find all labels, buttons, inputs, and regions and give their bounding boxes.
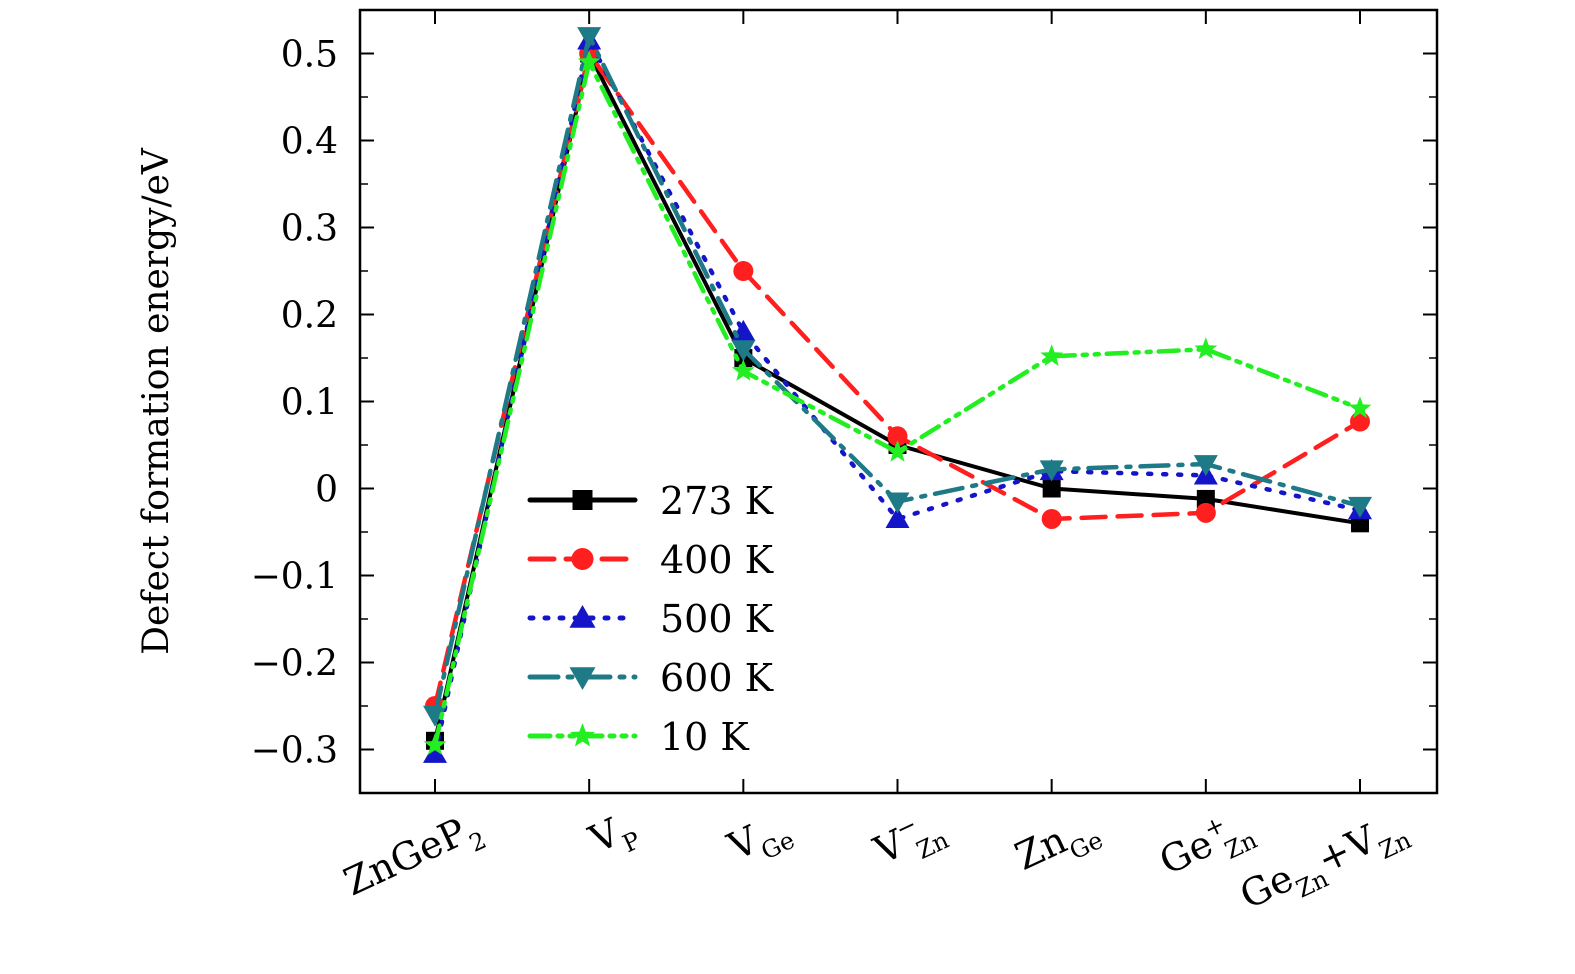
x-category-label-part: Ge	[757, 826, 799, 865]
marker-triangle-down	[423, 705, 447, 727]
y-tick-label: 0.1	[281, 383, 338, 424]
x-category-label-part: Zn	[1375, 826, 1416, 865]
marker-triangle-up	[423, 741, 447, 763]
x-category-label: VP	[582, 803, 645, 870]
legend-label: 400 K	[660, 538, 774, 582]
series-line	[432, 51, 1363, 709]
x-category-label: V−Zn	[865, 801, 953, 882]
legend-entry: 600 K	[527, 656, 774, 700]
y-axis-label: Defect formation energy/eV	[136, 147, 177, 655]
y-tick-label: 0	[315, 470, 338, 511]
legend-label: 500 K	[660, 597, 774, 641]
x-category-label-part: Ge	[1065, 826, 1107, 865]
marker-circle	[1041, 508, 1062, 529]
plot-border	[358, 8, 1439, 795]
marker-circle	[887, 426, 908, 447]
legend-label: 273 K	[660, 479, 774, 523]
marker-star	[731, 359, 755, 381]
marker-circle	[571, 548, 594, 570]
y-tick-label: 0.4	[281, 122, 338, 163]
marker-circle	[733, 261, 754, 281]
legend-entry: 500 K	[527, 597, 774, 641]
marker-star	[1348, 396, 1372, 419]
marker-star	[570, 723, 595, 747]
marker-star	[423, 733, 447, 755]
marker-triangle-down	[1039, 460, 1064, 482]
series-10-k	[423, 50, 1372, 755]
marker-triangle-down	[569, 667, 596, 690]
y-tick-label: 0.2	[281, 296, 338, 337]
marker-triangle-up	[569, 605, 596, 628]
legend: 273 K 400 K 500 K 600 K 10 K	[527, 479, 774, 759]
x-category-label: ZnGe	[1009, 803, 1108, 887]
legend-entry: 273 K	[527, 479, 774, 523]
y-tick-label: 0.3	[281, 209, 338, 250]
marker-square	[572, 490, 593, 510]
x-category-label: ZnGeP2	[337, 803, 490, 912]
legend-label: 10 K	[660, 715, 749, 759]
y-axis: −0.3 −0.2 −0.1 0 0.1 0.2 0.3 0.4 0.5	[251, 35, 1437, 772]
x-category-label-part: P	[618, 826, 644, 858]
marker-triangle-down	[1348, 496, 1372, 518]
x-category-label-part: 2	[465, 826, 491, 858]
marker-star	[1040, 344, 1064, 366]
y-tick-label: 0.5	[281, 35, 338, 76]
legend-entry: 400 K	[527, 538, 774, 582]
y-tick-label: −0.3	[251, 731, 338, 772]
marker-triangle-down	[731, 340, 756, 362]
legend-label: 600 K	[660, 656, 774, 700]
marker-square	[1042, 479, 1061, 498]
x-category-label: GeZn+VZn	[1233, 803, 1415, 926]
marker-star	[577, 50, 601, 72]
marker-triangle-down	[885, 492, 910, 514]
y-tick-label: −0.2	[251, 644, 338, 685]
x-category-label-part: Ge	[1233, 856, 1299, 918]
marker-triangle-down	[577, 27, 602, 49]
marker-star	[886, 440, 909, 462]
marker-circle	[1350, 411, 1370, 432]
x-category-label-part: Zn	[1009, 817, 1074, 878]
series-line	[433, 51, 1362, 743]
marker-star	[1194, 337, 1218, 359]
series-line	[432, 38, 1363, 757]
marker-triangle-down	[1193, 455, 1218, 477]
marker-triangle-up	[885, 506, 910, 528]
y-tick-label: −0.1	[251, 557, 338, 598]
x-category-label: VGe	[721, 803, 799, 877]
x-category-label-part: ZnGeP	[337, 810, 473, 905]
marker-square	[1196, 489, 1215, 508]
legend-entry: 10 K	[527, 715, 749, 759]
series-600-k	[423, 27, 1372, 727]
marker-circle	[1195, 502, 1216, 523]
plot-frame	[358, 8, 1439, 795]
series-line	[432, 59, 1363, 748]
series-lines	[423, 27, 1372, 763]
